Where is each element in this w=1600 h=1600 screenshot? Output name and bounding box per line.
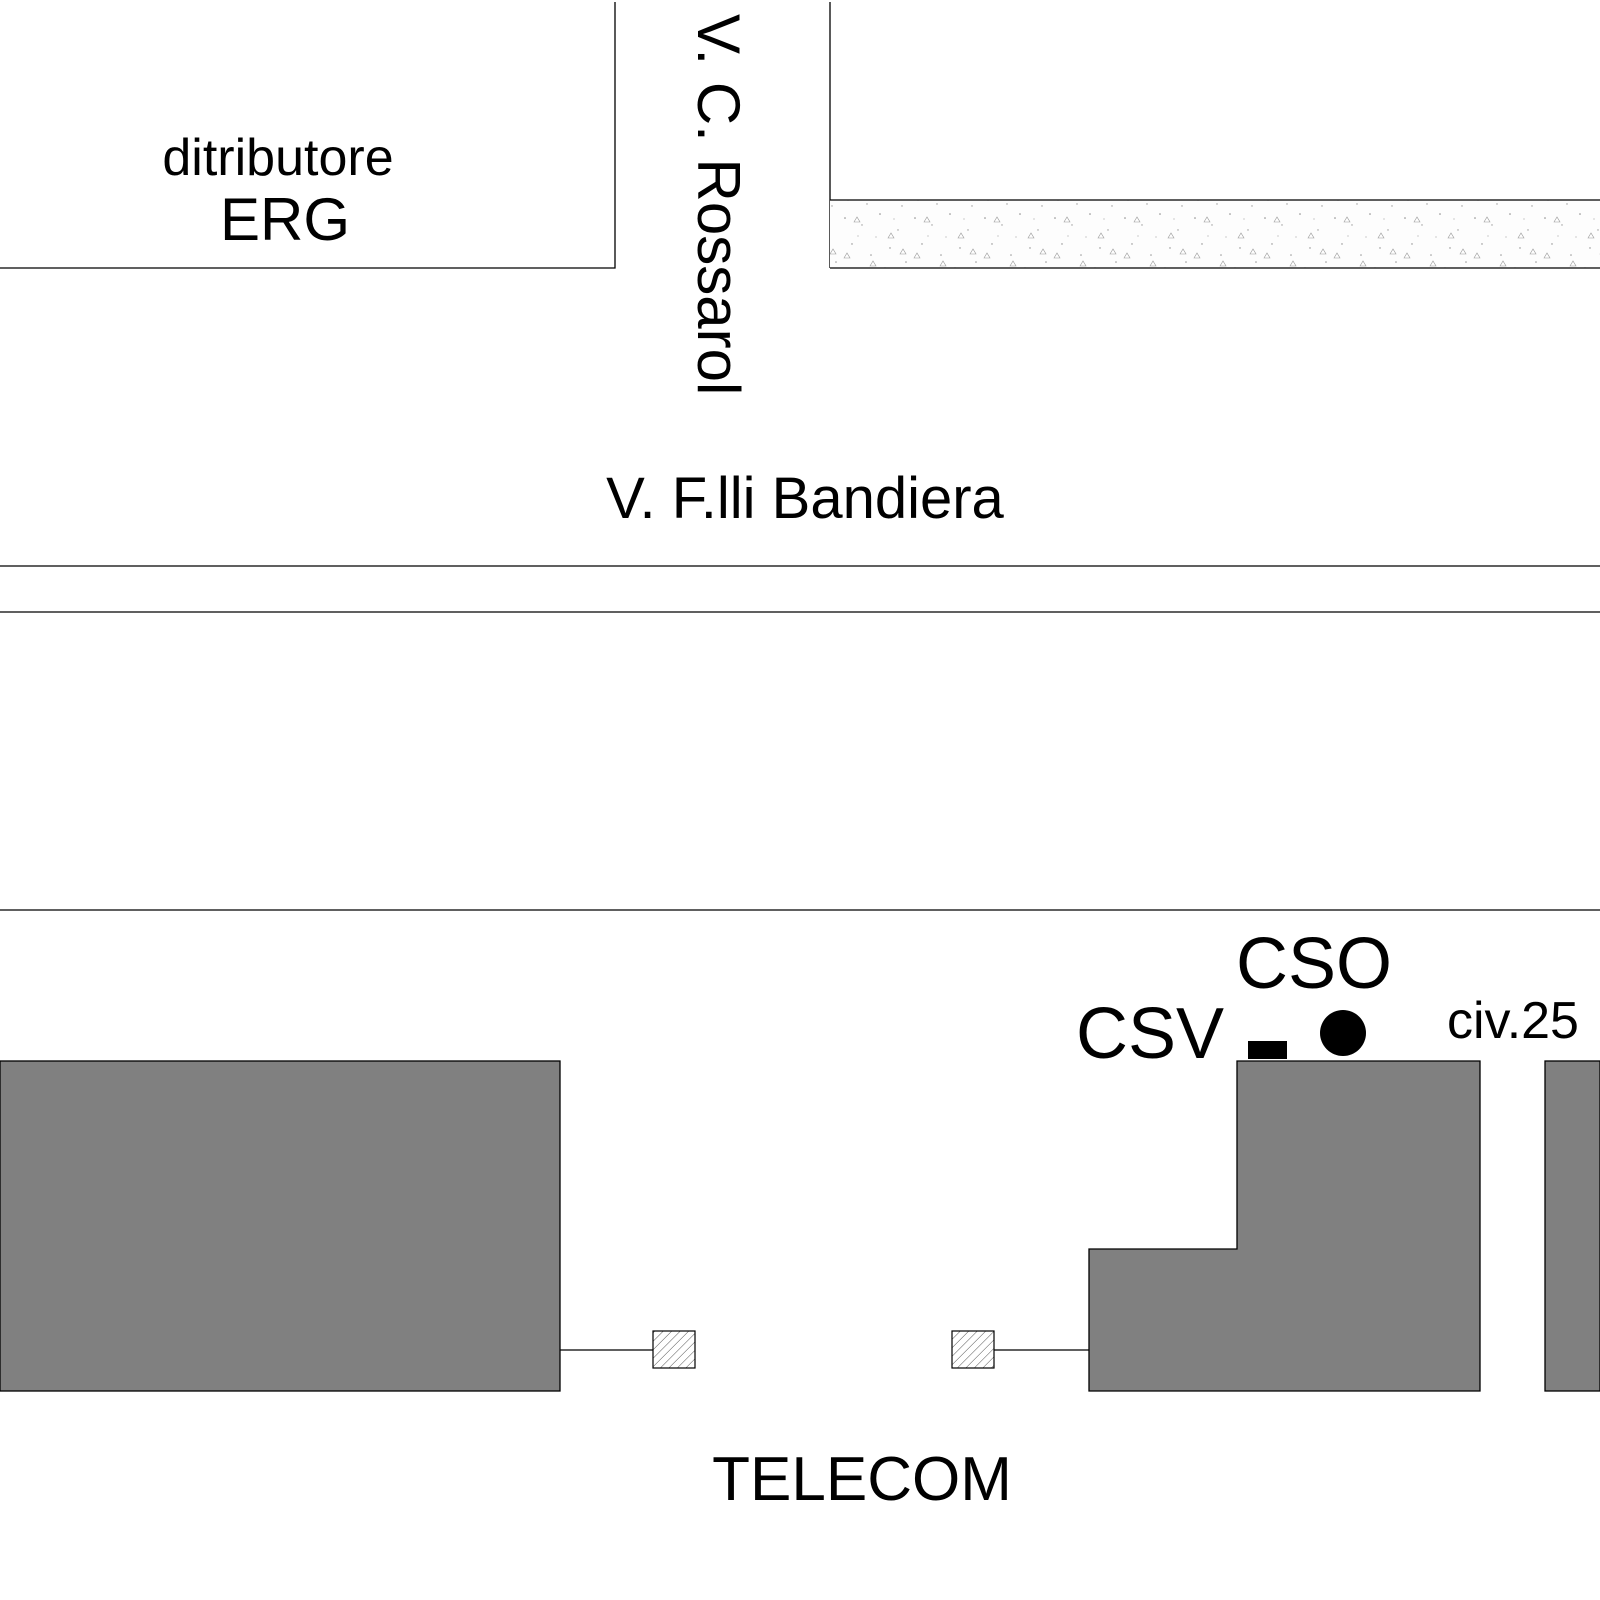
building-right-edge — [1544, 1060, 1600, 1392]
telecom-box-left — [652, 1330, 696, 1369]
cso-label: CSO — [1236, 924, 1392, 1004]
building-civ25 — [1088, 1060, 1481, 1392]
distributor-block-outline — [0, 2, 616, 269]
distributor-label-line2: ERG — [220, 186, 350, 253]
house-number-label: civ.25 — [1447, 992, 1579, 1050]
cso-marker-icon — [1320, 1010, 1366, 1056]
telecom-label: TELECOM — [712, 1445, 1012, 1514]
side-street-label: V. C. Rossarol — [685, 14, 752, 395]
main-street-label: V. F.lli Bandiera — [606, 466, 1004, 531]
csv-marker-icon — [1248, 1041, 1287, 1059]
building-left — [0, 1060, 561, 1392]
csv-label: CSV — [1076, 994, 1224, 1074]
distributor-label-line1: ditributore — [162, 129, 393, 187]
telecom-box-right — [951, 1330, 995, 1369]
gravel-strip — [830, 200, 1600, 268]
